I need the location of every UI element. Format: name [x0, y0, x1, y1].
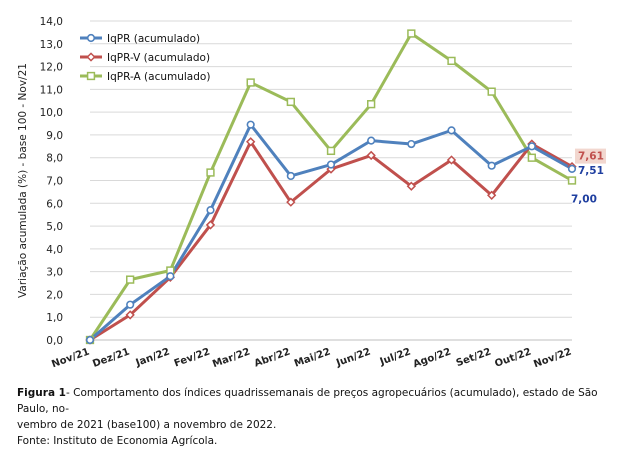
legend-marker: [86, 33, 96, 43]
data-point-1: [366, 150, 376, 161]
y-tick-label: 11,0: [40, 84, 63, 96]
y-tick-label: 12,0: [40, 62, 63, 74]
x-tick-label: Jan/22: [134, 346, 172, 369]
x-tick-label: Out/22: [493, 346, 532, 369]
legend-label: IqPR (acumulado): [107, 33, 200, 45]
legend-marker: [86, 71, 96, 81]
y-axis-label: Variação acumulada (%) - base 100 - Nov/…: [17, 63, 29, 298]
data-point-2: [367, 100, 376, 109]
legend-marker: [86, 52, 96, 62]
data-point-2: [126, 275, 135, 284]
x-tick-label: Jul/22: [378, 346, 413, 368]
x-tick-label: Fev/22: [173, 346, 212, 369]
y-tick-label: 4,0: [46, 244, 63, 256]
caption-line-2: vembro de 2021 (base100) a novembro de 2…: [17, 419, 277, 431]
y-tick-label: 1,0: [46, 312, 63, 324]
data-point-2: [206, 168, 215, 177]
x-tick-label: Set/22: [455, 346, 493, 369]
figure-caption: Figura 1- Comportamento dos índices quad…: [17, 385, 617, 449]
x-tick-label: Dez/21: [91, 346, 131, 370]
y-tick-label: 13,0: [40, 39, 63, 51]
y-tick-label: 3,0: [46, 267, 63, 279]
caption-source: Fonte: Instituto de Economia Agrícola.: [17, 435, 218, 447]
data-point-1: [246, 137, 256, 147]
x-tick-label: Jun/22: [334, 346, 372, 369]
x-tick-label: Ago/22: [412, 346, 453, 370]
data-point-0: [126, 300, 135, 309]
caption-line-1: - Comportamento dos índices quadrisseman…: [17, 387, 598, 415]
data-point-0: [246, 120, 255, 129]
data-point-0: [85, 335, 95, 345]
y-tick-label: 0,0: [46, 335, 63, 347]
data-point-0: [367, 136, 376, 145]
x-tick-label: Nov/22: [532, 346, 573, 370]
data-point-0: [407, 139, 416, 149]
data-point-0: [567, 164, 577, 173]
series-line-0: [89, 123, 573, 342]
data-point-0: [447, 126, 456, 135]
legend-label: IqPR-V (acumulado): [107, 52, 210, 64]
end-label-box: [575, 148, 606, 164]
data-point-0: [326, 160, 336, 169]
data-point-0: [166, 272, 175, 281]
y-tick-label: 2,0: [46, 289, 63, 301]
data-point-1: [406, 181, 416, 191]
x-tick-label: Mar/22: [211, 346, 252, 370]
data-point-1: [205, 220, 216, 230]
data-point-1: [487, 190, 497, 200]
y-tick-label: 5,0: [46, 221, 63, 233]
data-point-2: [246, 78, 255, 87]
x-tick-label: Nov/21: [50, 346, 91, 370]
data-point-2: [286, 97, 295, 107]
data-point-0: [487, 161, 496, 170]
data-point-0: [206, 206, 215, 215]
line-chart: 0,0 1,0 2,0 3,0 4,0 5,0 6,0 7,0 8,0 9,0 10,0 11,0 12…: [17, 16, 606, 370]
y-tick-label: 6,0: [46, 198, 63, 210]
data-point-2: [407, 29, 416, 38]
data-point-2: [487, 87, 496, 96]
data-point-2: [447, 56, 456, 66]
data-point-1: [446, 155, 457, 165]
data-point-2: [567, 176, 577, 185]
data-point-2: [326, 146, 336, 156]
x-tick-label: Abr/22: [253, 346, 292, 369]
x-tick-label: Mai/22: [293, 346, 332, 369]
end-value-label: 7,51: [578, 165, 604, 177]
data-point-0: [286, 171, 295, 181]
data-point-1: [286, 197, 296, 207]
y-tick-label: 7,0: [46, 176, 63, 188]
y-tick-label: 10,0: [40, 107, 63, 119]
y-tick-label: 8,0: [46, 153, 63, 165]
figure-label: Figura 1: [17, 387, 66, 399]
data-point-0: [527, 142, 536, 151]
y-tick-label: 14,0: [40, 16, 63, 28]
y-tick-label: 9,0: [46, 130, 63, 142]
data-point-2: [527, 153, 536, 162]
legend-label: IqPR-A (acumulado): [107, 71, 210, 83]
end-value-label: 7,00: [571, 194, 597, 206]
end-value-label: 7,61: [578, 151, 604, 163]
data-point-1: [125, 310, 135, 320]
